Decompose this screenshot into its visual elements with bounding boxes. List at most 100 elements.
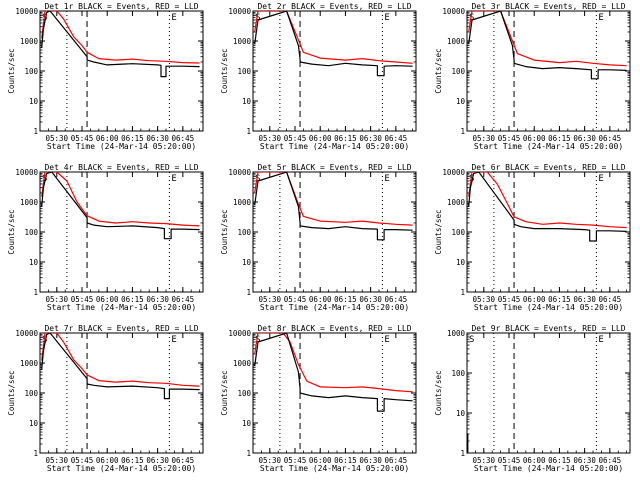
start-marker: S [469, 13, 474, 23]
lld-series-line [254, 333, 413, 393]
series-group [254, 333, 413, 412]
y-tick-label: 1 [33, 288, 38, 297]
x-axis-label: Start Time (24-Mar-14 05:20:00) [260, 142, 409, 151]
chart-title: Det 8r BLACK = Events, RED = LLD [257, 324, 411, 333]
chart-title: Det 6r BLACK = Events, RED = LLD [471, 163, 625, 172]
y-tick-label: 10000 [15, 7, 38, 16]
x-tick-label: 05:45 [71, 456, 94, 465]
x-tick-label: 06:30 [359, 295, 382, 304]
lld-series-line [41, 11, 200, 64]
y-tick-label: 10 [242, 97, 252, 106]
chart-title: Det 9r BLACK = Events, RED = LLD [471, 324, 625, 333]
x-tick-label: 05:45 [498, 295, 521, 304]
end-marker: E [384, 335, 389, 345]
y-tick-label: 1000 [20, 359, 39, 368]
y-tick-label: 10 [29, 97, 39, 106]
x-tick-label: 06:15 [121, 456, 144, 465]
series-group [41, 11, 200, 78]
x-tick-label: 06:45 [172, 295, 195, 304]
y-tick-label: 1 [460, 127, 465, 136]
y-tick-label: 10000 [228, 7, 251, 16]
chart-title: Det 7r BLACK = Events, RED = LLD [44, 324, 198, 333]
events-series-line [41, 172, 200, 240]
x-tick-label: 06:30 [146, 295, 169, 304]
start-marker: S [255, 13, 260, 23]
y-tick-label: 1 [33, 127, 38, 136]
chart-panel: Det 2r BLACK = Events, RED = LLD 1 10 100 10… [220, 2, 417, 151]
start-marker: S [255, 174, 260, 184]
lld-series-line [254, 172, 413, 226]
y-tick-label: 100 [451, 67, 465, 76]
y-axis-label: Counts/sec [7, 370, 16, 415]
x-tick-label: 06:15 [334, 456, 357, 465]
series-group [41, 333, 200, 400]
y-tick-label: 10 [456, 258, 466, 267]
x-axis-label: Start Time (24-Mar-14 05:20:00) [474, 142, 623, 151]
y-axis-label: Counts/sec [434, 370, 443, 415]
end-marker: E [171, 13, 176, 23]
chart-title: Det 4r BLACK = Events, RED = LLD [44, 163, 198, 172]
chart-panel: Det 8r BLACK = Events, RED = LLD 1 10 100 10… [220, 324, 417, 473]
events-series-line [468, 11, 627, 80]
y-tick-label: 10 [29, 419, 39, 428]
x-tick-label: 05:30 [473, 456, 496, 465]
y-tick-label: 1000 [447, 198, 466, 207]
y-tick-label: 100 [24, 67, 38, 76]
x-tick-label: 06:00 [309, 134, 332, 143]
y-tick-label: 1 [246, 449, 251, 458]
y-tick-label: 10 [29, 258, 39, 267]
x-tick-label: 06:45 [385, 134, 408, 143]
y-tick-label: 1 [460, 288, 465, 297]
x-tick-label: 06:15 [121, 295, 144, 304]
y-tick-label: 1000 [20, 198, 39, 207]
x-tick-label: 06:30 [359, 456, 382, 465]
x-tick-label: 06:45 [599, 295, 622, 304]
y-tick-label: 100 [451, 369, 465, 378]
y-tick-label: 100 [237, 228, 251, 237]
series-group [468, 172, 627, 242]
x-tick-label: 05:45 [498, 456, 521, 465]
y-tick-label: 1 [33, 449, 38, 458]
y-tick-label: 1000 [447, 329, 466, 338]
x-tick-label: 06:15 [548, 295, 571, 304]
x-tick-label: 05:30 [259, 134, 282, 143]
y-axis-label: Counts/sec [220, 209, 229, 254]
x-axis-label: Start Time (24-Mar-14 05:20:00) [474, 464, 623, 473]
x-tick-label: 06:00 [523, 295, 546, 304]
plot-frame [252, 10, 417, 132]
events-series-line [468, 172, 627, 242]
y-axis-label: Counts/sec [220, 370, 229, 415]
x-tick-label: 05:45 [284, 134, 307, 143]
chart-panel: Det 7r BLACK = Events, RED = LLD 1 10 100 10… [7, 324, 204, 473]
x-tick-label: 05:45 [71, 134, 94, 143]
x-tick-label: 06:30 [573, 134, 596, 143]
lld-series-line [254, 11, 413, 64]
plot-frame [466, 332, 631, 454]
y-tick-label: 100 [24, 389, 38, 398]
x-axis-label: Start Time (24-Mar-14 05:20:00) [260, 303, 409, 312]
plot-frame [252, 332, 417, 454]
start-marker: S [255, 335, 260, 345]
y-tick-label: 10 [242, 419, 252, 428]
x-tick-label: 06:45 [385, 456, 408, 465]
x-tick-label: 06:45 [385, 295, 408, 304]
chart-title: Det 3r BLACK = Events, RED = LLD [471, 2, 625, 11]
chart-panel: Det 9r BLACK = Events, RED = LLD 1 10 100 10… [434, 324, 631, 473]
lld-series-line [41, 333, 200, 387]
y-tick-label: 1 [246, 288, 251, 297]
events-series-line [254, 172, 413, 241]
x-tick-label: 06:30 [146, 134, 169, 143]
x-tick-label: 06:30 [146, 456, 169, 465]
chart-title: Det 1r BLACK = Events, RED = LLD [44, 2, 198, 11]
end-marker: E [171, 335, 176, 345]
x-tick-label: 05:45 [284, 295, 307, 304]
x-axis-label: Start Time (24-Mar-14 05:20:00) [47, 303, 196, 312]
end-marker: E [384, 13, 389, 23]
events-series-line [41, 11, 200, 78]
events-series-line [254, 333, 413, 412]
x-tick-label: 05:30 [473, 295, 496, 304]
y-tick-label: 100 [237, 67, 251, 76]
y-tick-label: 10 [456, 97, 466, 106]
y-tick-label: 1 [460, 449, 465, 458]
